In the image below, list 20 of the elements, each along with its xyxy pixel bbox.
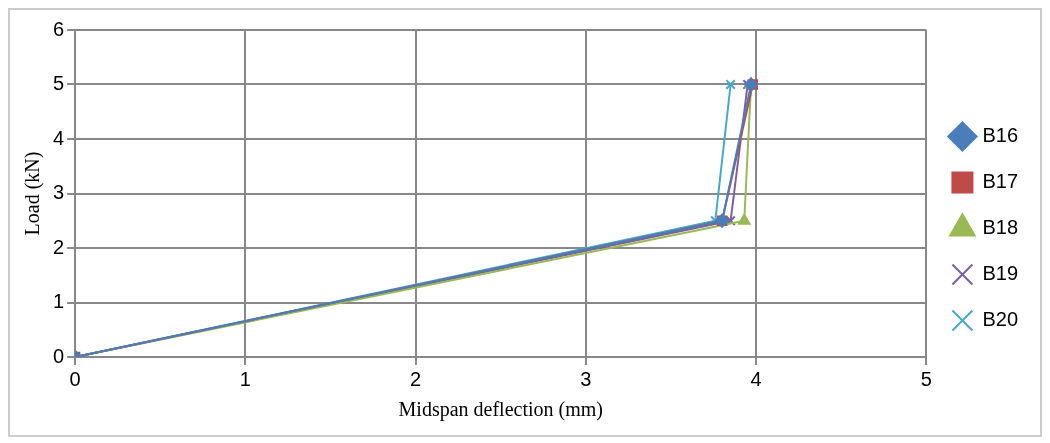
legend-label: B16 xyxy=(982,124,1019,147)
x-axis-title: Midspan deflection (mm) xyxy=(398,398,603,422)
x-tick-label: 0 xyxy=(69,367,81,390)
y-tick-label: 1 xyxy=(53,290,65,313)
y-tick-label: 3 xyxy=(53,181,65,204)
legend-label: B19 xyxy=(982,262,1019,285)
y-tick-label: 0 xyxy=(53,344,65,367)
y-axis-title: Load (kN) xyxy=(21,151,45,236)
legend-label: B17 xyxy=(982,170,1019,193)
x-tick-label: 2 xyxy=(410,367,422,390)
legend-label: B20 xyxy=(982,308,1019,331)
y-tick-label: 4 xyxy=(53,126,65,149)
legend-label: B18 xyxy=(982,216,1019,239)
x-tick-label: 5 xyxy=(920,367,932,390)
y-tick-label: 2 xyxy=(53,235,65,258)
y-tick-label: 6 xyxy=(53,17,65,40)
x-tick-label: 4 xyxy=(750,367,762,390)
x-tick-label: 3 xyxy=(580,367,592,390)
y-tick-label: 5 xyxy=(53,72,65,95)
x-tick-label: 1 xyxy=(239,367,251,390)
